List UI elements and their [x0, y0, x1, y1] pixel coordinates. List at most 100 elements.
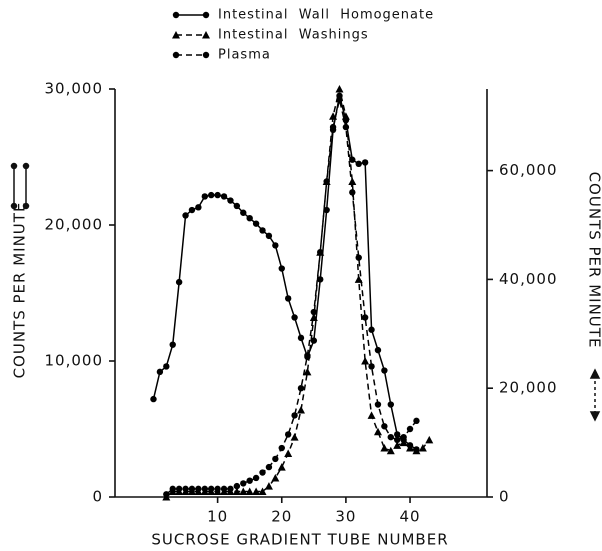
marker: [232, 487, 241, 496]
marker: [258, 487, 267, 496]
marker: [246, 477, 253, 484]
marker: [272, 242, 279, 249]
marker: [373, 427, 382, 436]
marker: [348, 177, 357, 185]
marker: [329, 112, 338, 120]
marker: [239, 487, 248, 496]
x-tick-label: 20: [271, 508, 292, 526]
left-key: [10, 162, 30, 210]
marker: [252, 487, 261, 496]
marker: [277, 463, 286, 471]
marker: [387, 433, 394, 441]
marker: [245, 487, 254, 496]
marker: [406, 444, 415, 452]
marker: [188, 206, 196, 214]
marker: [355, 254, 362, 261]
marker: [169, 485, 176, 493]
marker: [335, 85, 344, 93]
marker: [323, 178, 330, 185]
marker: [169, 341, 176, 348]
marker: [252, 220, 260, 227]
y-tick-label: 10,000: [45, 352, 104, 370]
marker: [297, 385, 305, 392]
marker: [394, 431, 401, 438]
marker: [284, 295, 292, 302]
marker: [172, 31, 180, 39]
marker: [259, 227, 266, 234]
marker: [291, 412, 298, 419]
marker: [182, 212, 189, 219]
marker: [163, 491, 170, 498]
legend-label: Intestinal Washings: [218, 28, 369, 43]
marker: [202, 11, 210, 19]
marker: [310, 337, 318, 344]
marker: [202, 51, 210, 59]
marker: [233, 202, 241, 210]
marker: [341, 112, 350, 120]
marker: [412, 446, 421, 455]
marker: [413, 417, 420, 425]
marker: [304, 352, 311, 359]
marker: [175, 485, 183, 493]
marker: [265, 463, 273, 471]
marker: [272, 455, 279, 463]
marker: [291, 314, 298, 321]
marker: [214, 485, 221, 493]
marker: [246, 215, 253, 222]
marker: [265, 232, 273, 240]
marker: [367, 411, 376, 419]
marker: [418, 444, 427, 452]
marker: [201, 193, 208, 200]
marker: [393, 441, 402, 449]
marker: [400, 433, 407, 441]
marker: [374, 346, 382, 354]
y-tick-label: 0: [92, 488, 103, 506]
marker: [290, 433, 299, 441]
x-tick-label: 10: [207, 508, 228, 526]
series-line: [152, 95, 417, 451]
marker: [374, 401, 382, 408]
marker: [195, 485, 202, 493]
legend-label: Plasma: [218, 48, 271, 63]
y-tick-label: 20,000: [45, 216, 104, 234]
marker: [361, 159, 369, 166]
marker: [336, 96, 343, 104]
marker: [361, 357, 370, 365]
marker: [195, 204, 202, 211]
marker: [240, 209, 247, 216]
y2-tick-label: 60,000: [499, 161, 558, 179]
right-key: [589, 368, 601, 422]
marker: [220, 193, 228, 200]
marker: [342, 123, 350, 131]
marker: [309, 313, 318, 321]
legend-label: Intestinal Wall Homogenate: [218, 8, 434, 23]
marker: [182, 485, 189, 493]
marker: [310, 308, 318, 316]
marker: [214, 191, 221, 199]
marker: [406, 425, 414, 433]
marker: [278, 265, 285, 272]
marker: [220, 485, 228, 493]
marker: [317, 276, 324, 283]
marker: [368, 363, 375, 370]
y-tick-label: 30,000: [45, 80, 104, 98]
marker: [284, 431, 292, 438]
marker: [329, 123, 337, 131]
marker: [252, 474, 260, 482]
x-axis-label: SUCROSE GRADIENT TUBE NUMBER: [151, 531, 448, 549]
marker: [399, 438, 408, 447]
marker: [303, 367, 312, 376]
marker: [387, 401, 394, 408]
marker: [394, 436, 401, 444]
marker: [208, 191, 215, 199]
marker: [227, 485, 234, 493]
marker: [284, 449, 293, 457]
x-tick-label: 40: [399, 508, 420, 526]
marker: [386, 446, 395, 455]
marker: [208, 485, 215, 493]
marker: [381, 367, 388, 374]
marker: [380, 444, 389, 452]
y2-axis-label: COUNTS PER MINUTE: [586, 172, 602, 349]
